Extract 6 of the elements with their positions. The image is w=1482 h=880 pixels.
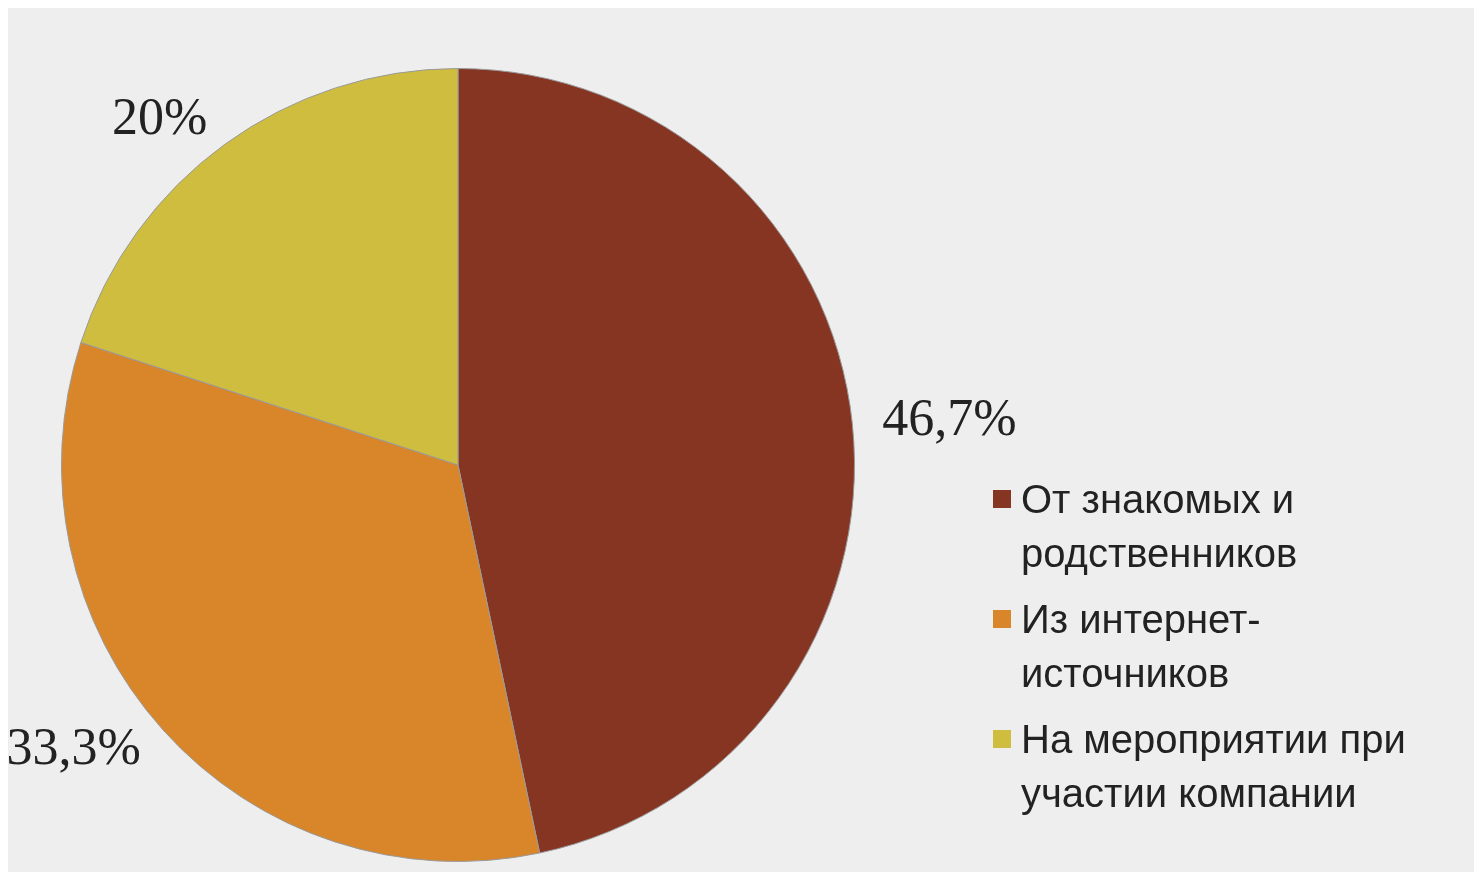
legend-label: Из интернет-источников (1021, 596, 1262, 697)
data-label: 20% (111, 87, 208, 145)
legend-label: На мероприятии при участии компании (1021, 716, 1407, 817)
data-label: 46,7% (882, 388, 1017, 446)
data-label: 33,3% (6, 717, 141, 775)
legend-label: От знакомых и родственников (1021, 476, 1299, 577)
